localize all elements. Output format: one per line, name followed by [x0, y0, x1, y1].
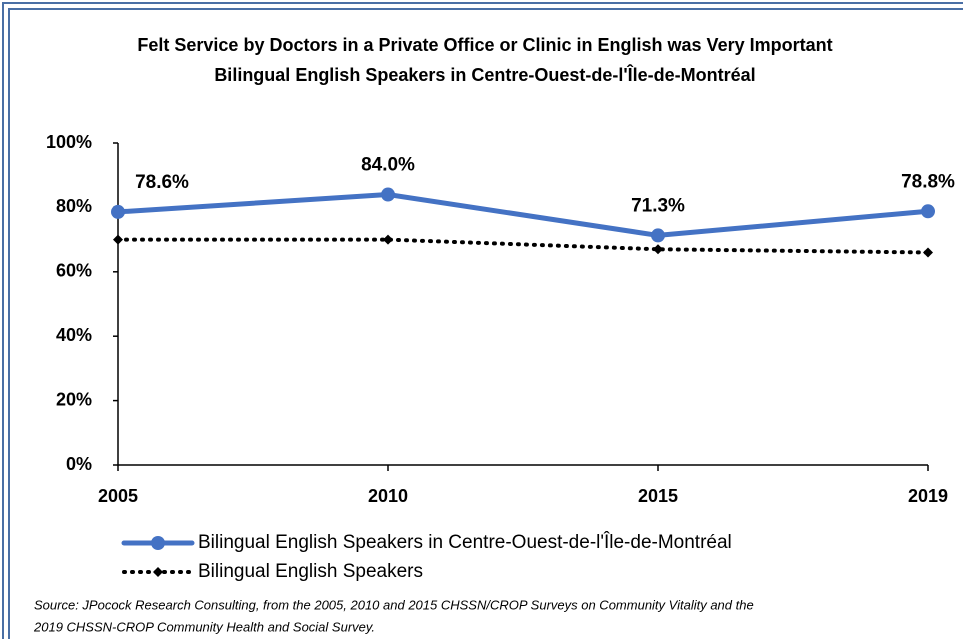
legend-label: Bilingual English Speakers in Centre-Oue…: [198, 531, 732, 553]
frame-inner: [8, 8, 963, 639]
point-marker: [653, 244, 663, 255]
series-line: [115, 192, 931, 238]
point-marker: [383, 234, 393, 245]
data-label: 84.0%: [361, 155, 415, 176]
legend-marker: [151, 536, 165, 550]
y-tick-label: 0%: [66, 454, 92, 474]
point-marker: [923, 247, 933, 258]
point-marker: [113, 234, 123, 245]
y-tick-label: 20%: [56, 389, 92, 409]
point-marker: [111, 204, 125, 219]
source-line: 2019 CHSSN-CROP Community Health and Soc…: [33, 619, 375, 634]
chart-subtitle: Bilingual English Speakers in Centre-Oue…: [214, 64, 755, 85]
y-tick-label: 80%: [56, 196, 92, 216]
legend-label: Bilingual English Speakers: [198, 561, 423, 582]
x-tick-label: 2010: [368, 486, 408, 506]
point-marker: [921, 204, 935, 219]
data-label: 78.6%: [135, 172, 189, 193]
y-tick-label: 60%: [56, 261, 92, 281]
y-tick-label: 100%: [46, 132, 92, 152]
point-marker: [651, 228, 665, 243]
point-marker: [381, 187, 395, 202]
data-label: 71.3%: [631, 195, 685, 216]
x-tick-label: 2019: [908, 486, 948, 506]
source-line: Source: JPocock Research Consulting, fro…: [34, 597, 754, 612]
series-line: [116, 237, 930, 255]
data-label: 78.8%: [901, 171, 955, 192]
legend-marker: [153, 567, 163, 577]
x-tick-label: 2005: [98, 486, 138, 506]
chart-title: Felt Service by Doctors in a Private Off…: [137, 35, 832, 55]
y-tick-label: 40%: [56, 325, 92, 345]
x-tick-label: 2015: [638, 486, 678, 506]
